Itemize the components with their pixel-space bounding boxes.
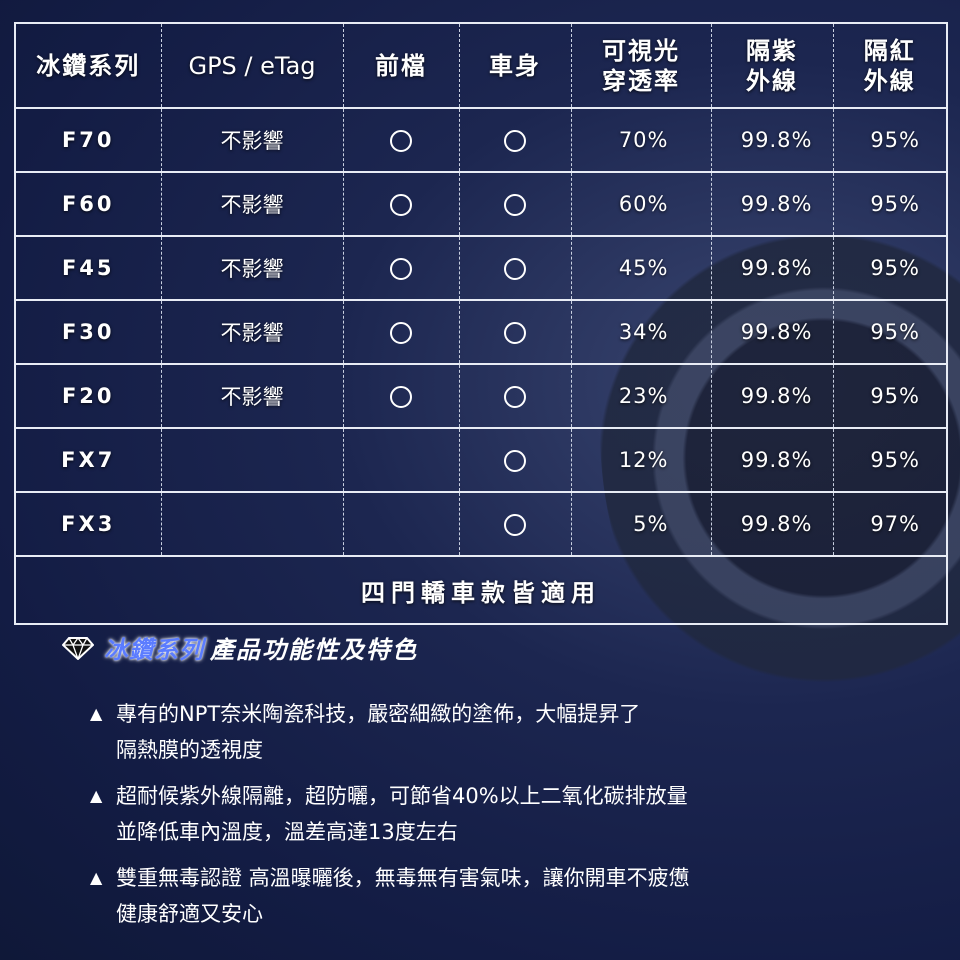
column-header: 冰鑽系列 <box>15 22 161 108</box>
circle-icon <box>504 322 526 344</box>
features-list: ▲ 專有的NPT奈米陶瓷科技，嚴密細緻的塗佈，大幅提昇了 隔熱膜的透視度 ▲ 超耐候紫外… <box>90 696 910 942</box>
feature-line: 雙重無毒認證 高溫曝曬後，無毒無有害氣味，讓你開車不疲憊 <box>116 866 690 890</box>
front-cell <box>342 107 459 172</box>
front-cell <box>342 235 459 300</box>
diamond-icon <box>62 636 94 660</box>
vlt-cell: 23% <box>570 363 711 428</box>
body-cell <box>458 491 571 556</box>
features-heading: 冰鑽系列 產品功能性及特色 <box>62 630 418 665</box>
feature-text: 雙重無毒認證 高溫曝曬後，無毒無有害氣味，讓你開車不疲憊 健康舒適又安心 <box>116 860 690 932</box>
circle-icon <box>504 386 526 408</box>
ir-cell: 95% <box>832 235 947 300</box>
circle-icon <box>504 130 526 152</box>
table-row: FX7 12% 99.8% 95% <box>15 427 947 492</box>
circle-icon <box>390 130 412 152</box>
feature-text: 專有的NPT奈米陶瓷科技，嚴密細緻的塗佈，大幅提昇了 隔熱膜的透視度 <box>116 696 640 768</box>
uv-cell: 99.8% <box>710 363 833 428</box>
ir-cell: 97% <box>832 491 947 556</box>
column-header: 車身 <box>458 22 571 108</box>
gps-cell: 不影響 <box>160 235 343 300</box>
uv-cell: 99.8% <box>710 299 833 364</box>
table-row: F30 不影響 34% 99.8% 95% <box>15 299 947 364</box>
model-cell: FX7 <box>15 427 161 492</box>
spec-table: 冰鑽系列 GPS / eTag 前檔 車身 可視光 穿透率 隔紫 外線 隔紅 外線 F70 不影響 7… <box>14 22 948 625</box>
feature-item: ▲ 雙重無毒認證 高溫曝曬後，無毒無有害氣味，讓你開車不疲憊 健康舒適又安心 <box>90 860 910 932</box>
gps-cell <box>160 491 343 556</box>
model-cell: F20 <box>15 363 161 428</box>
front-cell <box>342 491 459 556</box>
circle-icon <box>390 386 412 408</box>
feature-line: 健康舒適又安心 <box>116 902 263 926</box>
gps-cell: 不影響 <box>160 107 343 172</box>
feature-item: ▲ 專有的NPT奈米陶瓷科技，嚴密細緻的塗佈，大幅提昇了 隔熱膜的透視度 <box>90 696 910 768</box>
body-cell <box>458 171 571 236</box>
column-header: 可視光 穿透率 <box>570 22 711 108</box>
vlt-cell: 34% <box>570 299 711 364</box>
feature-line: 超耐候紫外線隔離，超防曬，可節省40%以上二氧化碳排放量 <box>116 784 688 808</box>
table-row: FX3 5% 99.8% 97% <box>15 491 947 556</box>
gps-cell: 不影響 <box>160 171 343 236</box>
gps-cell: 不影響 <box>160 363 343 428</box>
table-header-row: 冰鑽系列 GPS / eTag 前檔 車身 可視光 穿透率 隔紫 外線 隔紅 外線 <box>15 22 947 108</box>
ir-cell: 95% <box>832 107 947 172</box>
circle-icon <box>504 258 526 280</box>
table-row: F45 不影響 45% 99.8% 95% <box>15 235 947 300</box>
ir-cell: 95% <box>832 299 947 364</box>
vlt-cell: 60% <box>570 171 711 236</box>
circle-icon <box>390 322 412 344</box>
table-row: F20 不影響 23% 99.8% 95% <box>15 363 947 428</box>
circle-icon <box>390 258 412 280</box>
uv-cell: 99.8% <box>710 107 833 172</box>
feature-line: 專有的NPT奈米陶瓷科技，嚴密細緻的塗佈，大幅提昇了 <box>116 702 641 726</box>
uv-cell: 99.8% <box>710 491 833 556</box>
table-row: F60 不影響 60% 99.8% 95% <box>15 171 947 236</box>
triangle-bullet-icon: ▲ <box>90 786 103 805</box>
features-title: 產品功能性及特色 <box>210 636 418 664</box>
front-cell <box>342 427 459 492</box>
front-cell <box>342 171 459 236</box>
circle-icon <box>390 194 412 216</box>
ir-cell: 95% <box>832 171 947 236</box>
vlt-cell: 45% <box>570 235 711 300</box>
model-cell: F30 <box>15 299 161 364</box>
vlt-cell: 12% <box>570 427 711 492</box>
body-cell <box>458 427 571 492</box>
triangle-bullet-icon: ▲ <box>90 868 103 887</box>
column-header: 隔紅 外線 <box>832 22 947 108</box>
ir-cell: 95% <box>832 427 947 492</box>
feature-item: ▲ 超耐候紫外線隔離，超防曬，可節省40%以上二氧化碳排放量 並降低車內溫度，溫差高… <box>90 778 910 850</box>
feature-text: 超耐候紫外線隔離，超防曬，可節省40%以上二氧化碳排放量 並降低車內溫度，溫差高達… <box>116 778 688 850</box>
feature-line: 並降低車內溫度，溫差高達13度左右 <box>116 820 458 844</box>
circle-icon <box>504 514 526 536</box>
model-cell: F45 <box>15 235 161 300</box>
triangle-bullet-icon: ▲ <box>90 704 103 723</box>
body-cell <box>458 235 571 300</box>
gps-cell: 不影響 <box>160 299 343 364</box>
column-header: GPS / eTag <box>160 22 343 108</box>
circle-icon <box>504 194 526 216</box>
front-cell <box>342 363 459 428</box>
model-cell: FX3 <box>15 491 161 556</box>
footer-cell: 四門轎車款皆適用 <box>15 555 947 624</box>
table-footer-row: 四門轎車款皆適用 <box>15 555 947 624</box>
gps-cell <box>160 427 343 492</box>
uv-cell: 99.8% <box>710 235 833 300</box>
front-cell <box>342 299 459 364</box>
circle-icon <box>504 450 526 472</box>
ir-cell: 95% <box>832 363 947 428</box>
features-title-highlight: 冰鑽系列 <box>104 636 204 664</box>
vlt-cell: 5% <box>570 491 711 556</box>
model-cell: F60 <box>15 171 161 236</box>
table-row: F70 不影響 70% 99.8% 95% <box>15 107 947 172</box>
body-cell <box>458 299 571 364</box>
vlt-cell: 70% <box>570 107 711 172</box>
uv-cell: 99.8% <box>710 427 833 492</box>
column-header: 前檔 <box>342 22 459 108</box>
body-cell <box>458 107 571 172</box>
model-cell: F70 <box>15 107 161 172</box>
feature-line: 隔熱膜的透視度 <box>116 738 263 762</box>
body-cell <box>458 363 571 428</box>
uv-cell: 99.8% <box>710 171 833 236</box>
column-header: 隔紫 外線 <box>710 22 833 108</box>
